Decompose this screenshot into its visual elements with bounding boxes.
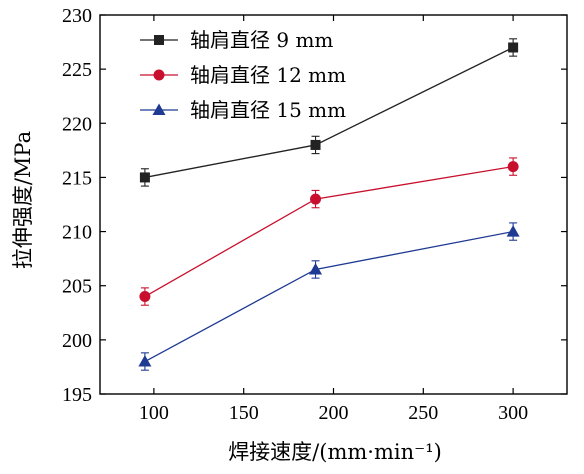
data-point	[310, 193, 322, 205]
y-tick-label: 210	[62, 222, 92, 244]
legend: 轴肩直径 9 mm 轴肩直径 12 mm 轴肩直径 15 mm	[140, 28, 346, 122]
axes: 195 200 205 210 215 220 225 230 100 150 200 250 300	[62, 5, 568, 424]
legend-marker	[152, 103, 166, 115]
legend-label: 轴肩直径 15 mm	[190, 98, 346, 122]
y-tick-label: 230	[62, 5, 92, 27]
y-tick-label: 205	[62, 276, 92, 298]
data-point	[507, 161, 519, 173]
series-line	[144, 165, 514, 298]
data-point	[139, 172, 150, 183]
data-point	[138, 355, 152, 367]
series-line	[144, 230, 514, 363]
legend-label: 轴肩直径 9 mm	[190, 28, 333, 52]
x-tick-label: 300	[498, 402, 528, 424]
series-3	[138, 222, 520, 371]
legend-marker	[153, 69, 165, 81]
y-tick-label: 225	[62, 59, 92, 81]
legend-marker	[154, 35, 164, 45]
x-tick-label: 100	[139, 402, 169, 424]
series-2	[139, 157, 519, 306]
data-point	[309, 262, 323, 275]
y-axis-title: 拉伸强度/MPa	[11, 131, 35, 269]
legend-entry-3: 轴肩直径 15 mm	[140, 98, 346, 122]
y-tick-label: 195	[62, 384, 92, 406]
data-point	[508, 42, 519, 53]
series-1	[139, 38, 519, 187]
legend-entry-1: 轴肩直径 9 mm	[140, 28, 333, 52]
x-tick-label: 150	[229, 402, 259, 424]
x-tick-label: 250	[408, 402, 438, 424]
legend-label: 轴肩直径 12 mm	[190, 63, 346, 87]
data-point	[139, 291, 151, 303]
data-point	[310, 139, 321, 150]
data-point	[506, 225, 520, 237]
y-tick-label: 215	[62, 167, 92, 189]
y-tick-label: 200	[62, 330, 92, 352]
legend-entry-2: 轴肩直径 12 mm	[140, 63, 346, 87]
series-layer	[138, 38, 520, 371]
x-axis-title: 焊接速度/(mm·min⁻¹)	[228, 440, 442, 464]
x-tick-label: 200	[319, 402, 349, 424]
y-tick-label: 220	[62, 113, 92, 135]
